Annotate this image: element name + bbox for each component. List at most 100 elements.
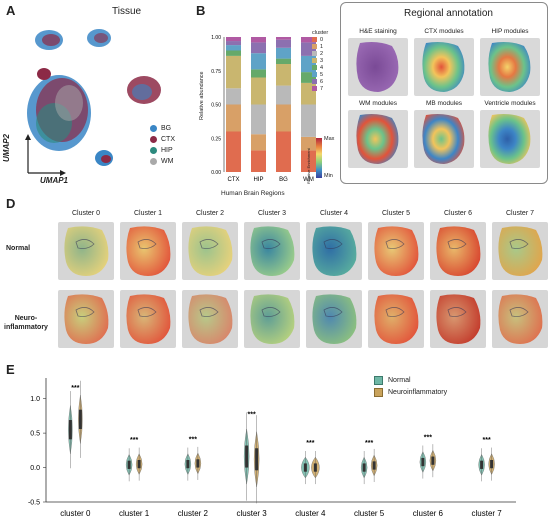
panel-a-letter: A <box>6 3 16 18</box>
bar-segment <box>276 39 291 48</box>
bar-segment <box>251 150 266 172</box>
legend-item-normal: Normal <box>374 374 447 386</box>
stacked-bar-chart: 0.00 0.25 0.50 0.75 1.00 CTX HIP BG WM <box>211 35 316 183</box>
normal-tissue-image <box>306 222 362 280</box>
d-column-label: Cluster 5 <box>381 210 410 217</box>
c-thumb-image <box>414 110 474 168</box>
c-thumb-image <box>348 110 408 168</box>
violin-box <box>78 409 82 429</box>
significance-marker: *** <box>248 412 256 419</box>
bar-x-tick: WM <box>303 177 314 183</box>
cluster-legend-title: cluster <box>312 30 329 36</box>
panel-c-title: Regional annotation <box>404 8 493 19</box>
row-label-neuroinflammatory: Neuro- inflammatory <box>4 315 48 331</box>
violin-x-tick: cluster 6 <box>413 509 444 518</box>
violin-y-tick: 1.0 <box>30 396 40 403</box>
violin-box <box>68 420 72 440</box>
bar-ylabel: Relative abundance <box>199 71 205 120</box>
normal-tissue-image <box>430 222 486 280</box>
bar-y-tick: 0.25 <box>211 136 221 142</box>
bar-xlabel: Human Brain Regions <box>221 190 285 197</box>
bar-segment <box>301 136 316 151</box>
bar-y-tick: 0.00 <box>211 170 221 176</box>
bar-segment <box>301 37 316 43</box>
d-column-label: Cluster 2 <box>195 210 224 217</box>
umap-cluster-top <box>35 29 111 50</box>
c-thumb-label: Ventricle modules <box>484 100 536 107</box>
panel-a-legend: BG CTX HIP WM <box>150 123 175 167</box>
violin-box <box>137 459 141 469</box>
bar-y-tick: 0.50 <box>211 103 221 109</box>
bar-segment <box>251 42 266 54</box>
significance-marker: *** <box>130 437 138 444</box>
bar-segment <box>301 72 316 83</box>
d-column-label: Cluster 0 <box>71 210 100 217</box>
bar-segment <box>301 104 316 137</box>
violin-plot: -0.5 0.0 0.5 1.0 *** cluster 0 *** cluster 1 ***… <box>28 378 516 518</box>
d-column-label: Cluster 6 <box>443 210 472 217</box>
legend-item-neuroinflammatory: Neuroinflammatory <box>374 386 447 398</box>
cluster-legend-item: 3 <box>312 57 328 64</box>
bar-segment <box>226 55 241 89</box>
bar-segment <box>226 45 241 51</box>
c-thumb-label: H&E staining <box>359 28 397 35</box>
bar-segment <box>251 134 266 151</box>
normal-tissue-image <box>182 222 238 280</box>
neuroinflammatory-tissue-image <box>58 290 114 348</box>
c-thumb-image <box>480 110 540 168</box>
normal-tissue-image <box>368 222 424 280</box>
colorbar-title: Relative Enrichment <box>306 148 311 184</box>
normal-tissue-image <box>58 222 114 280</box>
c-thumb-label: MB modules <box>425 100 463 107</box>
umap-cluster-main <box>27 75 91 151</box>
neuroinflammatory-tissue-image <box>430 290 486 348</box>
colorbar-min: Min <box>324 173 333 179</box>
colorbar-max: Max <box>324 136 335 142</box>
bar-segment <box>226 88 241 105</box>
bar-segment <box>276 47 291 59</box>
bar-segment <box>301 150 316 172</box>
violin-box <box>303 463 307 472</box>
bar-segment <box>226 131 241 172</box>
violin-box <box>255 448 259 471</box>
bar-x-tick: BG <box>279 177 288 183</box>
panel-d-letter: D <box>6 196 16 211</box>
neuroinflammatory-tissue-image <box>182 290 238 348</box>
significance-marker: *** <box>71 385 79 392</box>
cluster-legend-item: 5 <box>312 71 328 78</box>
cluster-legend-item: 2 <box>312 50 328 57</box>
bar-segment <box>251 37 266 43</box>
legend-item-ctx: CTX <box>150 134 175 145</box>
violin-box <box>245 445 249 468</box>
c-thumb-label: CTX modules <box>424 28 464 35</box>
violin-box <box>372 461 376 470</box>
bar-segment <box>226 41 241 46</box>
bar-segment <box>251 69 266 78</box>
c-thumb-image <box>414 38 474 96</box>
bar-segment <box>276 58 291 64</box>
normal-tissue-image <box>492 222 548 280</box>
row-label-normal: Normal <box>6 245 31 252</box>
cluster-legend-item: 6 <box>312 78 328 85</box>
umap-plot <box>25 29 161 176</box>
d-column-label: Cluster 3 <box>257 210 286 217</box>
c-thumb-image <box>348 38 408 96</box>
violin-box <box>186 459 190 469</box>
violin-x-tick: cluster 1 <box>119 509 150 518</box>
umap-cluster-small <box>37 68 113 166</box>
significance-marker: *** <box>189 436 197 443</box>
d-column-label: Cluster 1 <box>133 210 162 217</box>
legend-item-hip: HIP <box>150 145 175 156</box>
cluster-legend-item: 4 <box>312 64 328 71</box>
bar-segment <box>251 53 266 70</box>
panel-e-letter: E <box>6 362 15 377</box>
violin-x-tick: cluster 7 <box>472 509 503 518</box>
neuroinflammatory-tissue-image <box>120 290 176 348</box>
violin-y-tick: 0.5 <box>30 431 40 438</box>
d-column-label: Cluster 4 <box>319 210 348 217</box>
violin-box <box>490 459 494 469</box>
cluster-legend-item: 7 <box>312 85 328 92</box>
violin-box <box>313 463 317 472</box>
umap-cluster-right <box>127 76 161 104</box>
